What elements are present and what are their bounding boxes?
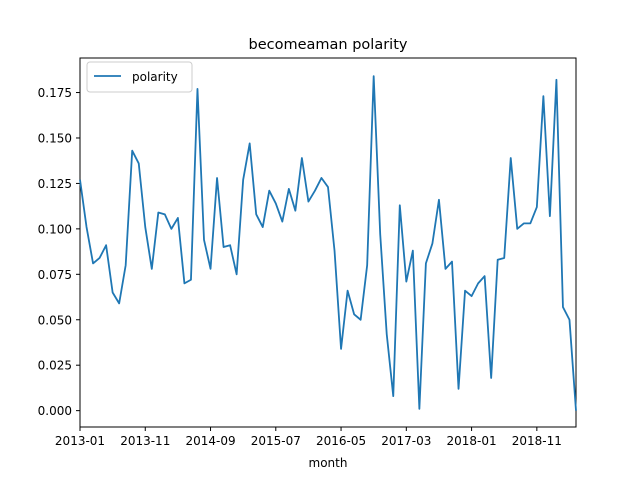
x-tick-label: 2018-11: [512, 434, 562, 448]
legend-entry: polarity: [132, 70, 178, 84]
legend: polarity: [86, 61, 193, 93]
y-tick-label: 0.000: [38, 404, 72, 418]
x-tick-label: 2015-07: [251, 434, 301, 448]
chart-title: becomeaman polarity: [249, 37, 408, 53]
x-tick-label: 2013-11: [120, 434, 170, 448]
y-tick-label: 0.150: [38, 131, 72, 145]
x-tick-label: 2013-01: [55, 434, 105, 448]
x-axis-label: month: [309, 456, 348, 470]
x-tick-label: 2016-05: [316, 434, 366, 448]
y-tick-label: 0.125: [38, 177, 72, 191]
series-line-polarity: [79, 75, 577, 411]
y-tick-label: 0.025: [38, 359, 72, 373]
x-tick-label: 2014-09: [185, 434, 235, 448]
y-tick-label: 0.175: [38, 86, 72, 100]
x-tick-label: 2018-01: [447, 434, 497, 448]
y-tick-label: 0.075: [38, 268, 72, 282]
y-tick-label: 0.100: [38, 222, 72, 236]
legend-frame: [86, 61, 193, 93]
plot-frame: [79, 57, 577, 428]
y-tick-label: 0.050: [38, 313, 72, 327]
x-tick-label: 2017-03: [381, 434, 431, 448]
